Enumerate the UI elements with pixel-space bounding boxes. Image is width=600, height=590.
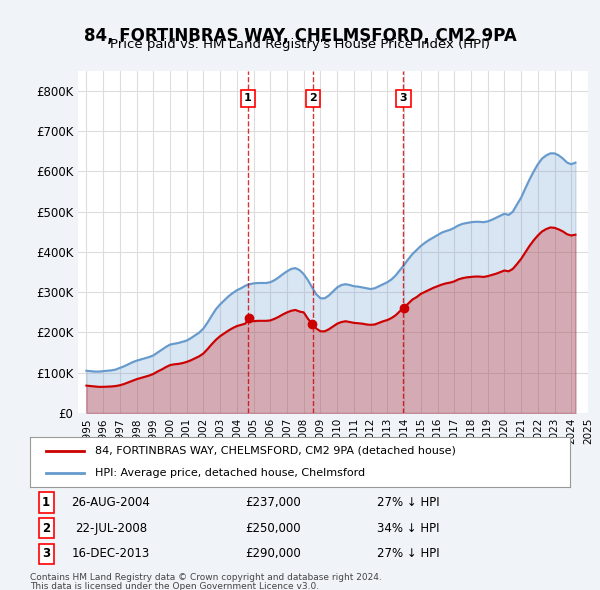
Text: 84, FORTINBRAS WAY, CHELMSFORD, CM2 9PA (detached house): 84, FORTINBRAS WAY, CHELMSFORD, CM2 9PA …	[95, 445, 455, 455]
Text: 34% ↓ HPI: 34% ↓ HPI	[377, 522, 439, 535]
Text: Price paid vs. HM Land Registry's House Price Index (HPI): Price paid vs. HM Land Registry's House …	[110, 38, 490, 51]
Text: This data is licensed under the Open Government Licence v3.0.: This data is licensed under the Open Gov…	[30, 582, 319, 590]
Text: Contains HM Land Registry data © Crown copyright and database right 2024.: Contains HM Land Registry data © Crown c…	[30, 573, 382, 582]
Text: 1: 1	[42, 496, 50, 509]
Text: HPI: Average price, detached house, Chelmsford: HPI: Average price, detached house, Chel…	[95, 468, 365, 478]
Text: 2: 2	[42, 522, 50, 535]
Text: 3: 3	[42, 547, 50, 560]
Text: 2: 2	[309, 93, 317, 103]
Text: £250,000: £250,000	[245, 522, 301, 535]
Text: £290,000: £290,000	[245, 547, 301, 560]
Text: 26-AUG-2004: 26-AUG-2004	[71, 496, 151, 509]
Text: £237,000: £237,000	[245, 496, 301, 509]
Text: 84, FORTINBRAS WAY, CHELMSFORD, CM2 9PA: 84, FORTINBRAS WAY, CHELMSFORD, CM2 9PA	[83, 27, 517, 45]
Text: 1: 1	[244, 93, 251, 103]
Text: 27% ↓ HPI: 27% ↓ HPI	[377, 547, 439, 560]
Text: 3: 3	[400, 93, 407, 103]
Text: 27% ↓ HPI: 27% ↓ HPI	[377, 496, 439, 509]
Text: 16-DEC-2013: 16-DEC-2013	[72, 547, 150, 560]
Text: 22-JUL-2008: 22-JUL-2008	[75, 522, 147, 535]
